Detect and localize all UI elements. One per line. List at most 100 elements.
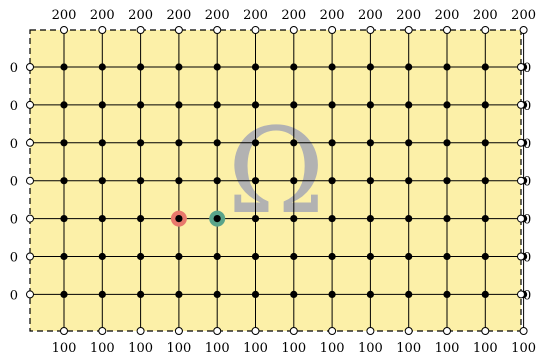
bottom-boundary-label: 100 <box>396 341 421 355</box>
interior-node <box>481 101 489 109</box>
interior-node <box>405 252 413 261</box>
boundary-node-top <box>366 26 375 34</box>
left-boundary-label: 0 <box>10 175 18 190</box>
boundary-node-left <box>26 176 34 185</box>
right-boundary-label: 0 <box>523 288 531 303</box>
bottom-boundary-label: 100 <box>320 341 345 355</box>
boundary-node-top <box>481 26 490 34</box>
boundary-node-left <box>26 252 34 261</box>
left-boundary-label: 0 <box>10 137 18 152</box>
interior-node <box>60 290 68 298</box>
top-boundary-label: 200 <box>52 8 77 23</box>
interior-node <box>60 139 68 147</box>
interior-node <box>328 63 336 71</box>
boundary-node-top <box>289 26 298 34</box>
boundary-node-top <box>251 26 260 34</box>
left-boundary-label: 0 <box>10 213 18 228</box>
interior-node <box>251 215 260 223</box>
interior-node <box>213 215 221 223</box>
interior-node <box>328 290 336 298</box>
boundary-node-top <box>328 26 337 34</box>
interior-node <box>481 215 489 223</box>
boundary-node-bottom <box>328 327 337 335</box>
interior-node <box>405 139 413 147</box>
interior-node <box>137 139 145 147</box>
interior-node <box>175 139 183 147</box>
grid-nodes <box>26 26 528 335</box>
top-boundary-label: 200 <box>320 8 345 23</box>
interior-node <box>290 139 298 147</box>
interior-node <box>98 290 106 298</box>
interior-node <box>213 139 221 147</box>
boundary-node-top <box>98 26 107 34</box>
boundary-node-bottom <box>443 327 451 335</box>
interior-node <box>481 63 489 71</box>
boundary-node-bottom <box>60 327 68 335</box>
boundary-node-bottom <box>289 327 298 335</box>
right-boundary-label: 0 <box>523 61 531 76</box>
boundary-node-top <box>404 26 413 34</box>
interior-node <box>481 177 489 185</box>
interior-node <box>60 215 68 223</box>
interior-node <box>328 252 336 261</box>
interior-node <box>213 252 221 261</box>
interior-node <box>175 177 183 185</box>
bottom-boundary-label: 100 <box>243 341 268 355</box>
interior-node <box>481 290 489 298</box>
boundary-node-top <box>519 26 528 34</box>
interior-node <box>98 139 106 147</box>
interior-node <box>290 177 298 185</box>
boundary-node-right <box>517 290 525 299</box>
boundary-node-left <box>26 100 34 109</box>
interior-node <box>98 101 106 109</box>
left-boundary-label: 0 <box>10 99 18 114</box>
interior-node <box>366 290 374 298</box>
right-boundary-label: 0 <box>523 175 531 190</box>
interior-node <box>481 139 489 147</box>
top-boundary-label: 200 <box>128 8 153 23</box>
interior-node <box>405 215 413 223</box>
boundary-node-right <box>517 63 525 71</box>
interior-node <box>443 290 451 298</box>
interior-node <box>328 177 336 185</box>
boundary-node-bottom <box>481 327 490 335</box>
right-boundary-label: 0 <box>523 137 531 152</box>
interior-node <box>366 252 374 261</box>
bottom-boundary-label: 100 <box>511 341 536 355</box>
interior-node <box>443 252 451 261</box>
top-boundary-label: 200 <box>205 8 230 23</box>
boundary-node-left <box>26 63 34 71</box>
interior-node <box>366 101 374 109</box>
boundary-node-bottom <box>174 327 183 335</box>
interior-node <box>60 101 68 109</box>
interior-node <box>290 252 298 261</box>
boundary-node-bottom <box>251 327 260 335</box>
bottom-boundary-label: 100 <box>166 341 191 355</box>
interior-node <box>251 177 260 185</box>
interior-node <box>328 101 336 109</box>
boundary-node-top <box>174 26 183 34</box>
interior-node <box>443 177 451 185</box>
interior-node <box>213 101 221 109</box>
interior-node <box>137 177 145 185</box>
interior-node <box>366 139 374 147</box>
boundary-node-right <box>517 176 525 185</box>
bottom-boundary-label: 100 <box>52 341 77 355</box>
right-boundary-label: 0 <box>523 213 531 228</box>
interior-node <box>366 63 374 71</box>
interior-node <box>175 290 183 298</box>
boundary-node-top <box>443 26 451 34</box>
interior-node <box>251 139 260 147</box>
interior-node <box>405 290 413 298</box>
boundary-node-left <box>26 290 34 299</box>
right-boundary-label: 0 <box>523 99 531 114</box>
top-boundary-label: 200 <box>358 8 383 23</box>
interior-node <box>405 177 413 185</box>
boundary-node-bottom <box>136 327 145 335</box>
bottom-boundary-label: 100 <box>128 341 153 355</box>
top-boundary-label: 200 <box>281 8 306 23</box>
boundary-labels: 200 100 200 100 200 100 200 100 200 100 200 100 200 1… <box>10 8 536 356</box>
interior-node <box>60 63 68 71</box>
